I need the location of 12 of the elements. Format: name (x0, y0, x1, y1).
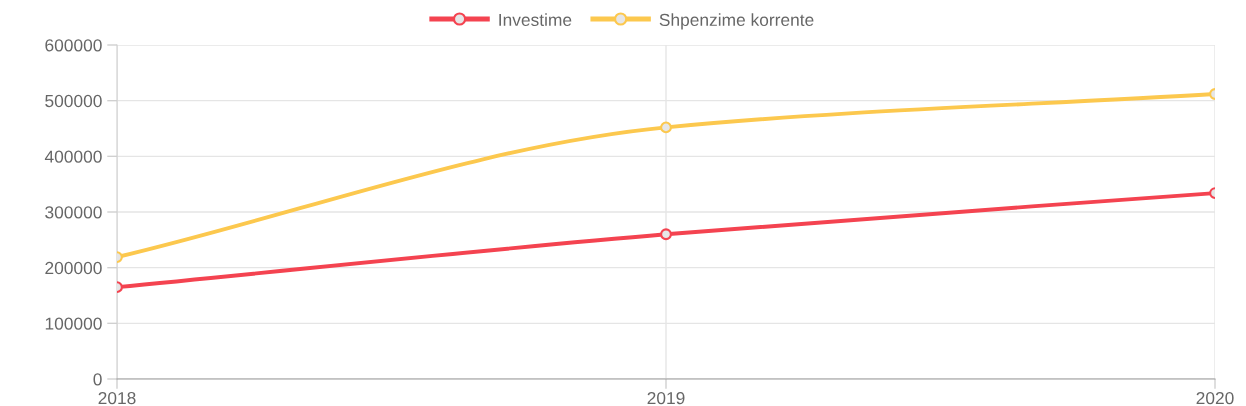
x-tick-label: 2019 (647, 391, 685, 405)
y-tick-label: 300000 (45, 206, 102, 219)
x-tick-label: 2020 (1196, 391, 1234, 405)
y-tick-label: 200000 (45, 261, 102, 275)
y-tick-label: 600000 (45, 39, 102, 52)
legend-label: Investime (499, 13, 572, 27)
y-tick-label: 500000 (45, 94, 102, 108)
legend-label: Shpenzime korrente (659, 13, 814, 30)
y-tick-label: 400000 (44, 150, 102, 163)
y-tick-label: 100000 (45, 317, 102, 330)
x-tick-label: 2018 (98, 391, 136, 405)
y-tick-label: 0 (93, 373, 102, 386)
